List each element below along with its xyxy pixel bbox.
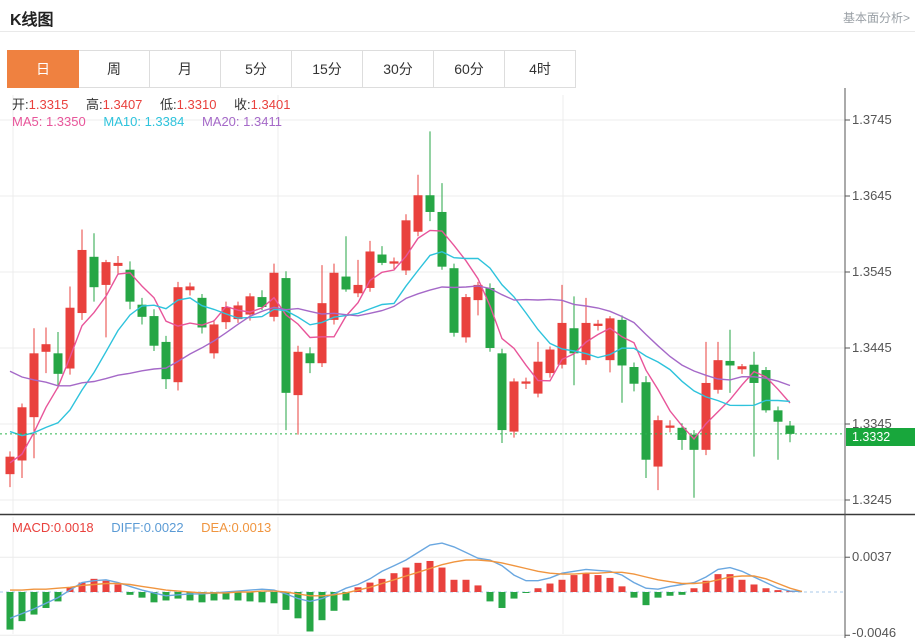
high-label: 高: bbox=[86, 97, 103, 112]
tab-30min[interactable]: 30分 bbox=[362, 50, 434, 88]
tab-month[interactable]: 月 bbox=[149, 50, 221, 88]
macd-axis-label: 0.0037 bbox=[852, 549, 892, 564]
title-separator bbox=[0, 31, 915, 32]
tab-15min[interactable]: 15分 bbox=[291, 50, 363, 88]
ma20-label: MA20: bbox=[201, 114, 240, 129]
diff-label: DIFF: bbox=[111, 520, 144, 535]
last-price-badge: 1.3332 bbox=[846, 428, 915, 446]
ma10-label: MA10: bbox=[103, 114, 141, 129]
low-value: 1.3310 bbox=[176, 97, 217, 112]
macd-value: 0.0018 bbox=[53, 520, 94, 535]
y-axis-label: 1.3245 bbox=[852, 492, 892, 507]
high-value: 1.3407 bbox=[102, 97, 143, 112]
open-value: 1.3315 bbox=[28, 97, 69, 112]
y-axis-label: 1.3745 bbox=[852, 112, 892, 127]
close-value: 1.3401 bbox=[250, 97, 291, 112]
y-axis-label: 1.3345 bbox=[852, 416, 892, 431]
tab-4hour[interactable]: 4时 bbox=[504, 50, 576, 88]
macd-label: MACD: bbox=[12, 520, 54, 535]
y-axis-label: 1.3645 bbox=[852, 188, 892, 203]
tab-day[interactable]: 日 bbox=[7, 50, 79, 88]
ma10-value: 1.3384 bbox=[144, 114, 185, 129]
ohlc-readout: 开:1.3315 高:1.3407 低:1.3310 收:1.3401 bbox=[12, 94, 304, 113]
y-axis-label: 1.3545 bbox=[852, 264, 892, 279]
ma20-value: 1.3411 bbox=[243, 114, 282, 129]
close-label: 收: bbox=[234, 97, 251, 112]
macd-readout: MACD:0.0018 DIFF:0.0022 DEA:0.0013 bbox=[12, 520, 285, 535]
tab-week[interactable]: 周 bbox=[78, 50, 150, 88]
y-axis-label: 1.3445 bbox=[852, 340, 892, 355]
fundamental-analysis-link[interactable]: 基本面分析> bbox=[842, 11, 910, 25]
page-title: K线图 bbox=[10, 12, 54, 29]
period-tab-bar: 日 周 月 5分 15分 30分 60分 4时 bbox=[7, 50, 576, 88]
tab-60min[interactable]: 60分 bbox=[433, 50, 505, 88]
dea-label: DEA: bbox=[201, 520, 232, 535]
macd-axis-label: -0.0046 bbox=[852, 625, 897, 640]
dea-value: 0.0013 bbox=[231, 520, 272, 535]
ma5-label: MA5: bbox=[12, 114, 43, 129]
open-label: 开: bbox=[12, 97, 29, 112]
low-label: 低: bbox=[160, 97, 177, 112]
ma-readout: MA5: 1.3350 MA10: 1.3384 MA20: 1.3411 bbox=[12, 114, 296, 129]
diff-value: 0.0022 bbox=[143, 520, 184, 535]
ma5-value: 1.3350 bbox=[45, 114, 86, 129]
tab-5min[interactable]: 5分 bbox=[220, 50, 292, 88]
